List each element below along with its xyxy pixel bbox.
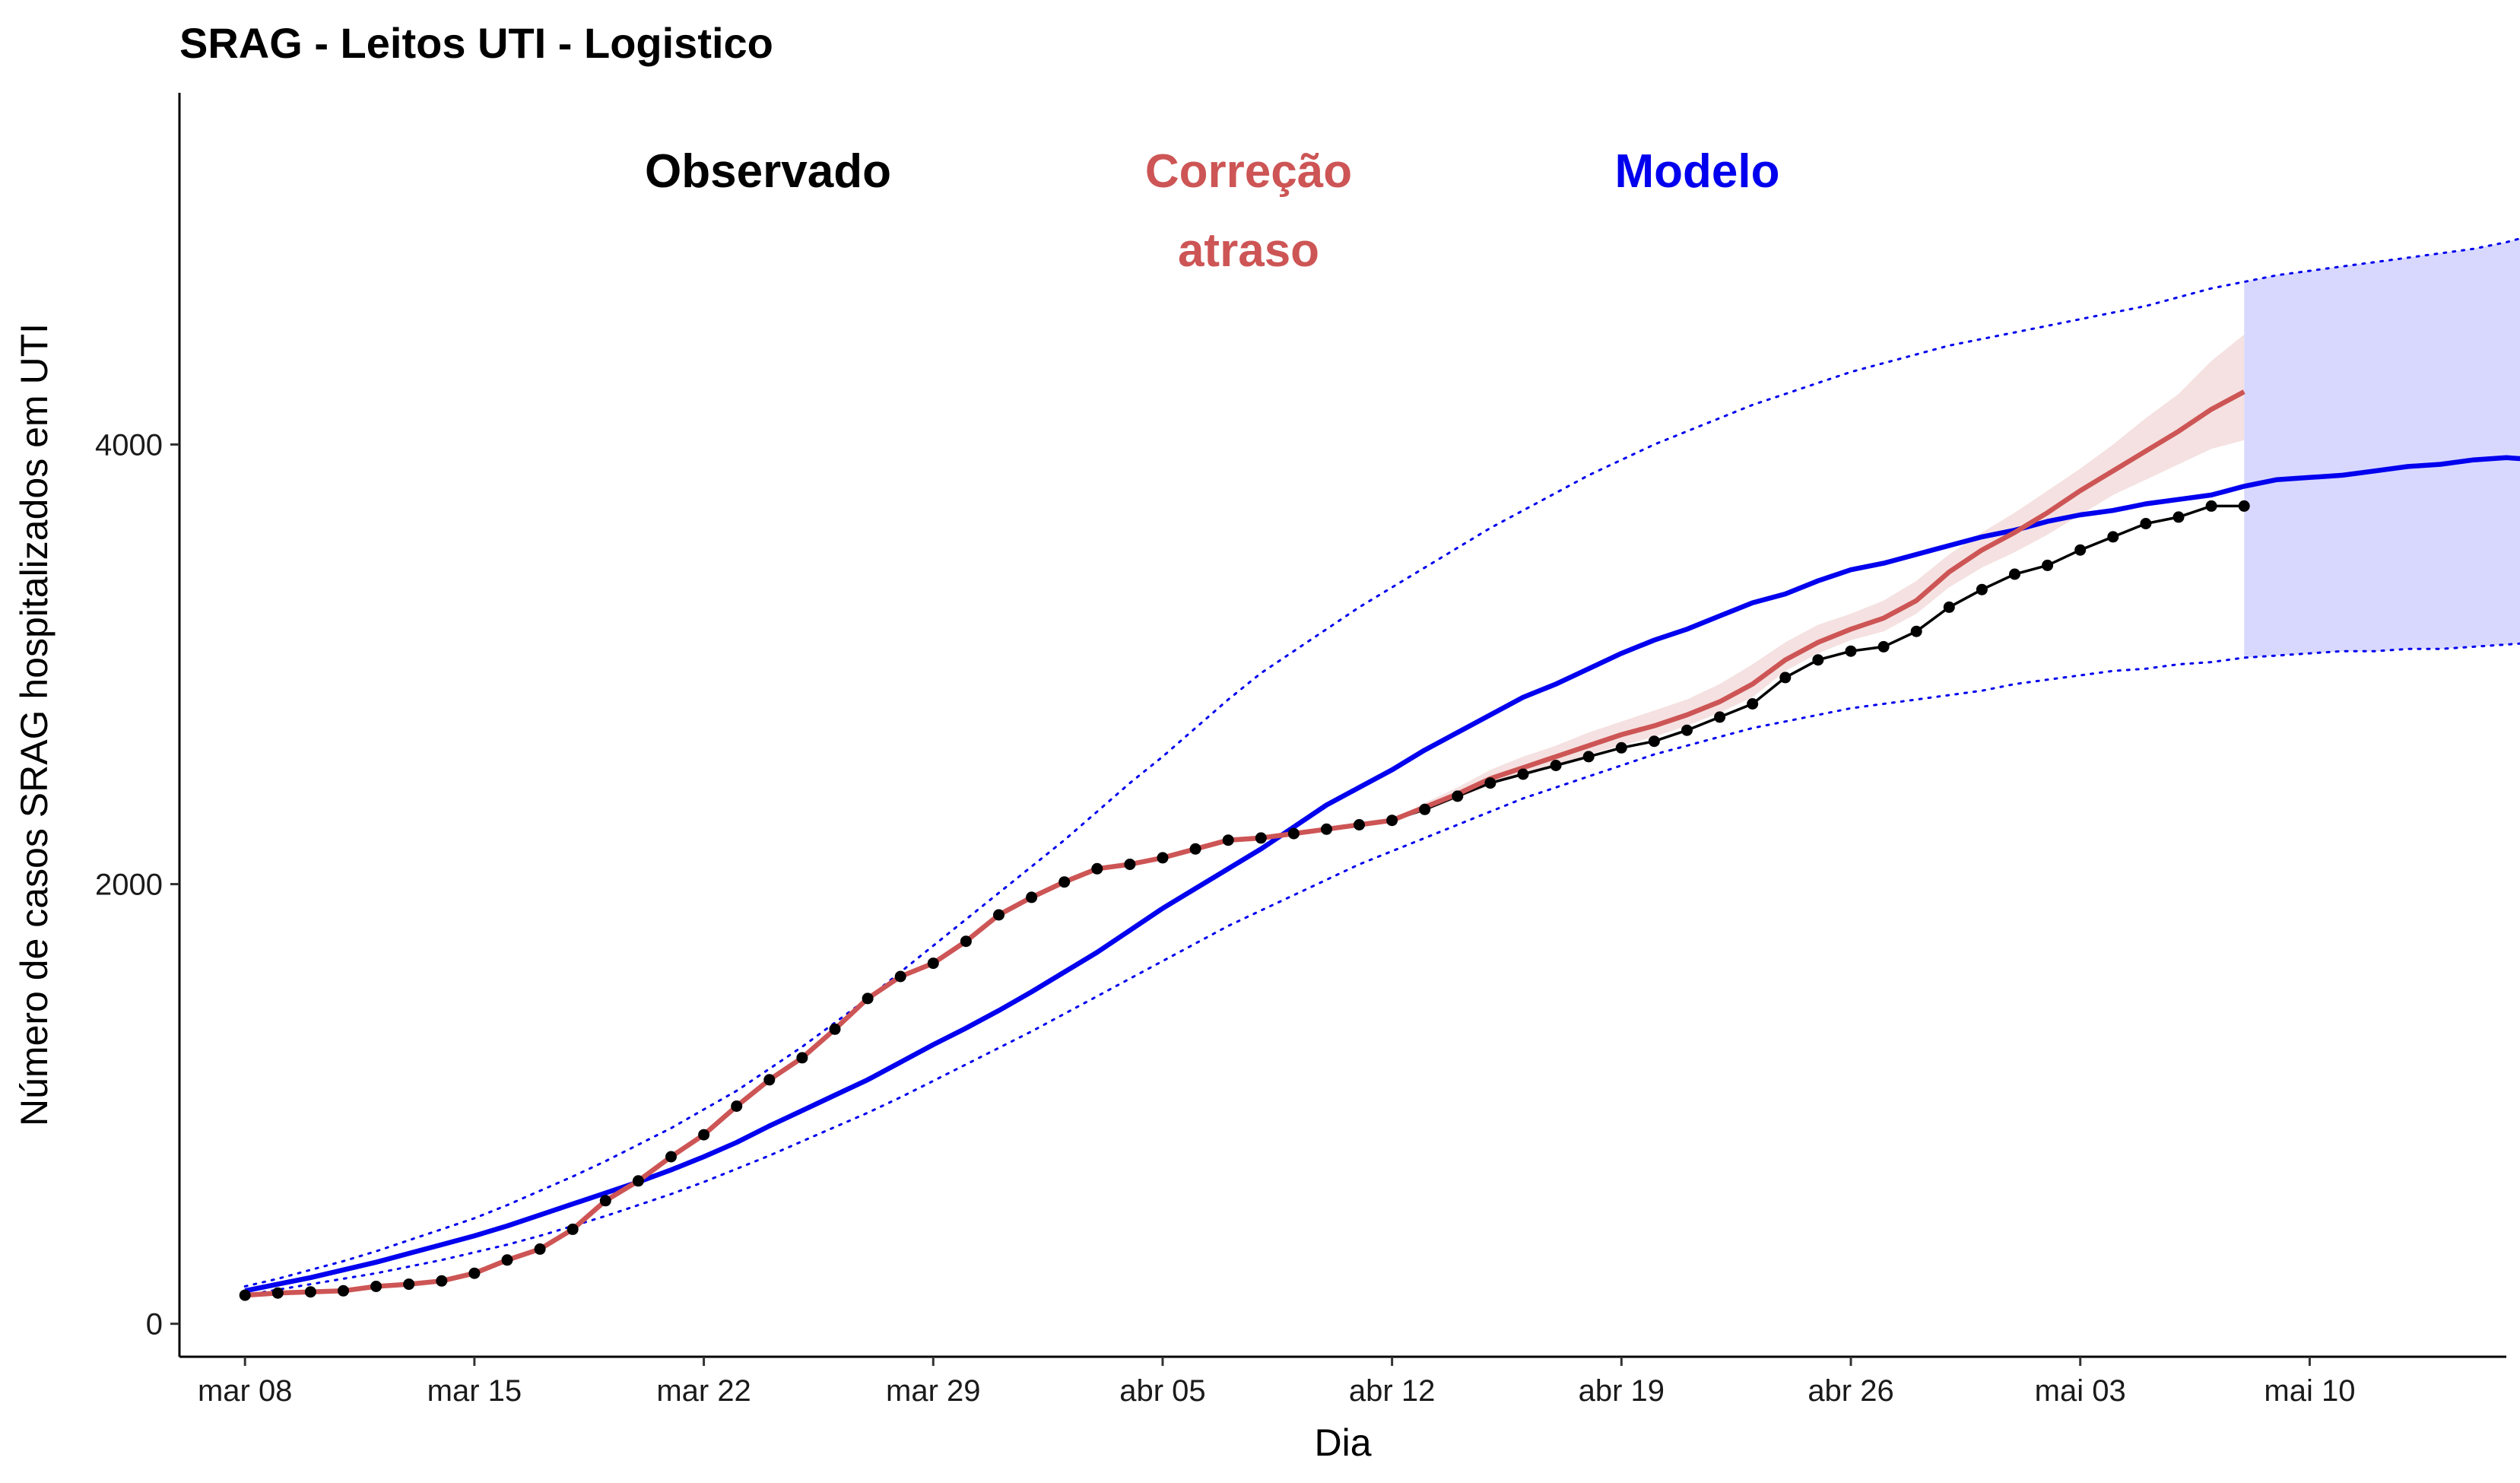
x-tick-label: abr 26 — [1807, 1374, 1893, 1408]
observado-point — [1681, 724, 1693, 736]
confidence-bands — [245, 238, 2520, 1296]
observado-point — [1058, 876, 1071, 888]
observado-point — [862, 992, 874, 1005]
observado-point — [1222, 834, 1234, 846]
observado-point — [2172, 511, 2185, 523]
modelo-forecast-band — [2244, 238, 2520, 658]
observado-point — [1812, 654, 1824, 666]
x-tick-label: abr 05 — [1119, 1374, 1205, 1408]
observado-point — [1091, 862, 1103, 875]
observado-point — [1255, 832, 1267, 844]
observado-point — [1779, 672, 1792, 684]
x-tick-label: mar 29 — [886, 1374, 981, 1408]
y-ticks: 0 2000 4000 — [95, 428, 179, 1342]
observado-point — [665, 1151, 677, 1163]
observado-point — [1943, 601, 1955, 613]
observed-points — [239, 500, 2250, 1301]
observado-point — [1747, 698, 1759, 710]
observado-point — [993, 909, 1005, 921]
observado-point — [1157, 852, 1169, 864]
modelo-lower-bound — [243, 642, 2520, 1297]
annotation-correcao-atraso: Correção atraso — [1145, 145, 1352, 277]
observado-point — [304, 1286, 316, 1298]
y-axis-label: Número de casos SRAG hospitalizados em U… — [13, 323, 56, 1126]
observado-point — [370, 1281, 382, 1292]
observado-point — [271, 1287, 284, 1299]
observado-point — [1484, 777, 1496, 789]
y-tick-label: 0 — [146, 1308, 163, 1342]
observado-point — [2140, 518, 2152, 529]
observado-point — [1287, 827, 1300, 840]
observado-point — [1582, 751, 1595, 763]
x-tick-label: abr 19 — [1579, 1374, 1665, 1408]
x-tick-label: mar 08 — [198, 1374, 293, 1408]
x-axis-label: Dia — [1314, 1421, 1371, 1464]
observado-point — [2042, 559, 2054, 571]
x-tick-label: mar 15 — [427, 1374, 522, 1408]
observado-point — [599, 1195, 611, 1207]
modelo-upper-bound — [243, 237, 2520, 1288]
observado-point — [698, 1129, 710, 1141]
observado-point — [403, 1278, 415, 1291]
observado-point — [468, 1267, 481, 1279]
x-ticks: mar 08 mar 15 mar 22 mar 29 abr 05 abr 12 abr … — [198, 1357, 2355, 1408]
annotation-modelo: Modelo — [1615, 145, 1780, 198]
observado-point — [1615, 742, 1627, 754]
x-tick-label: abr 12 — [1349, 1374, 1435, 1408]
observado-point — [927, 957, 939, 970]
correcao-atraso-line — [244, 389, 2245, 1298]
observado-point — [1517, 768, 1529, 780]
annotation-observado: Observado — [645, 145, 891, 198]
observado-point — [1124, 859, 1136, 870]
x-tick-label: mar 22 — [656, 1374, 751, 1408]
observado-point — [2205, 500, 2217, 512]
observado-point — [1386, 815, 1398, 827]
observado-point — [2009, 568, 2020, 580]
observado-point — [1189, 843, 1201, 855]
observado-point — [796, 1052, 808, 1064]
observado-point — [1910, 625, 1922, 637]
y-tick-label: 4000 — [95, 428, 163, 462]
observado-point — [731, 1100, 743, 1112]
observado-point — [632, 1175, 644, 1187]
x-tick-label: mai 03 — [2035, 1374, 2126, 1408]
x-tick-label: mai 10 — [2264, 1374, 2355, 1408]
observado-point — [2238, 500, 2250, 512]
observado-point — [436, 1275, 448, 1287]
observado-point — [534, 1243, 546, 1255]
observado-point — [1321, 823, 1332, 835]
observado-point — [1026, 891, 1038, 903]
observado-point — [2074, 544, 2087, 556]
observado-point — [1976, 583, 1988, 595]
observado-point — [894, 970, 906, 983]
chart-title: SRAG - Leitos UTI - Logistico — [179, 19, 773, 67]
observado-point — [1452, 790, 1464, 802]
observado-point — [960, 935, 972, 948]
series-lines — [243, 237, 2520, 1298]
observado-point — [1877, 640, 1890, 653]
observado-point — [567, 1223, 579, 1235]
observado-point — [1354, 819, 1365, 830]
observado-point — [2107, 531, 2119, 543]
observado-point — [338, 1285, 349, 1297]
observado-point — [501, 1254, 513, 1266]
observado-point — [239, 1289, 251, 1301]
observado-point — [1648, 735, 1660, 748]
observado-point — [763, 1074, 776, 1086]
y-tick-label: 2000 — [95, 869, 163, 902]
observado-point — [1845, 645, 1857, 657]
observado-point — [1419, 803, 1431, 815]
observado-point — [1714, 711, 1726, 723]
observado-point — [1550, 760, 1562, 771]
observado-point — [829, 1023, 841, 1035]
